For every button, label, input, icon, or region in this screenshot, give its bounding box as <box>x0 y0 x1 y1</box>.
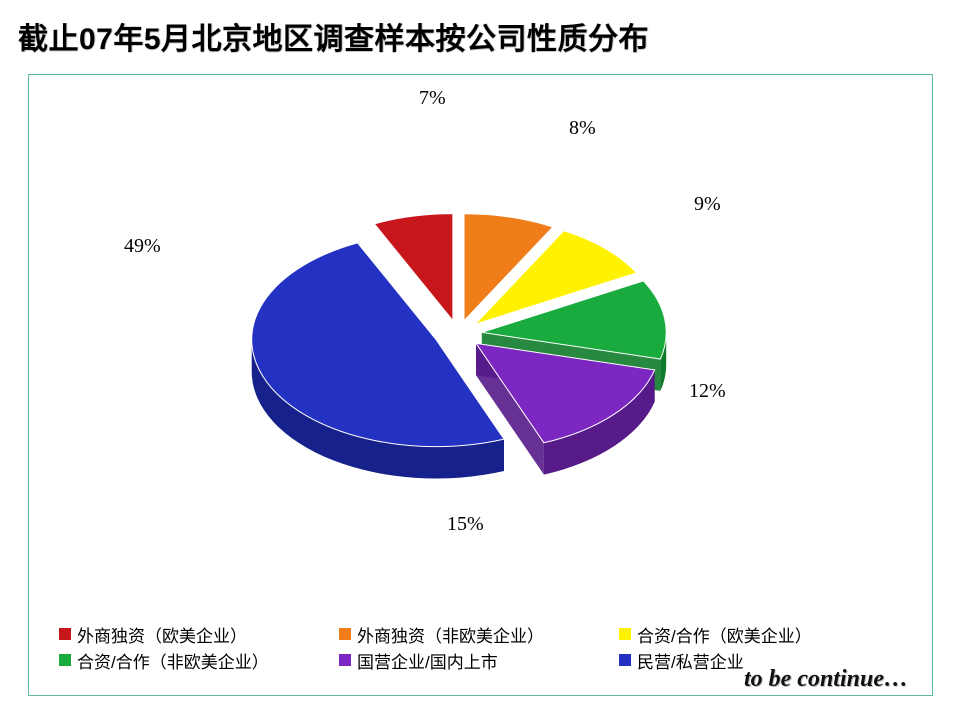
legend-item: 合资/合作（非欧美企业） <box>59 647 339 673</box>
legend-item: 合资/合作（欧美企业） <box>619 621 899 647</box>
legend-label: 合资/合作（非欧美企业） <box>77 648 269 673</box>
legend-label: 国营企业/国内上市 <box>357 648 498 673</box>
legend-swatch <box>339 654 351 666</box>
legend-item: 外商独资（欧美企业） <box>59 621 339 647</box>
legend-label: 合资/合作（欧美企业） <box>637 622 812 647</box>
chart-frame: 7% 8% 9% 12% 15% 49% 外商独资（欧美企业） 外商独资（非欧美企业） 合资/… <box>28 74 933 696</box>
legend-item: 外商独资（非欧美企业） <box>339 621 619 647</box>
legend-swatch <box>59 628 71 640</box>
legend-label: 外商独资（欧美企业） <box>77 622 247 647</box>
legend-label: 民营/私营企业 <box>637 648 744 673</box>
slice-label: 8% <box>569 117 596 140</box>
slice-label: 9% <box>694 193 721 216</box>
slice-label: 7% <box>419 87 446 110</box>
legend-swatch <box>619 654 631 666</box>
legend-label: 外商独资（非欧美企业） <box>357 622 544 647</box>
legend-item: 国营企业/国内上市 <box>339 647 619 673</box>
slice-label: 12% <box>689 380 726 403</box>
page-title: 截止07年5月北京地区调查样本按公司性质分布 <box>18 14 649 58</box>
legend-swatch <box>619 628 631 640</box>
legend-swatch <box>59 654 71 666</box>
slice-label: 49% <box>124 235 161 258</box>
footer-note: to be continue… <box>744 666 908 693</box>
slice-label: 15% <box>447 513 484 536</box>
legend-swatch <box>339 628 351 640</box>
pie-chart <box>29 75 932 695</box>
